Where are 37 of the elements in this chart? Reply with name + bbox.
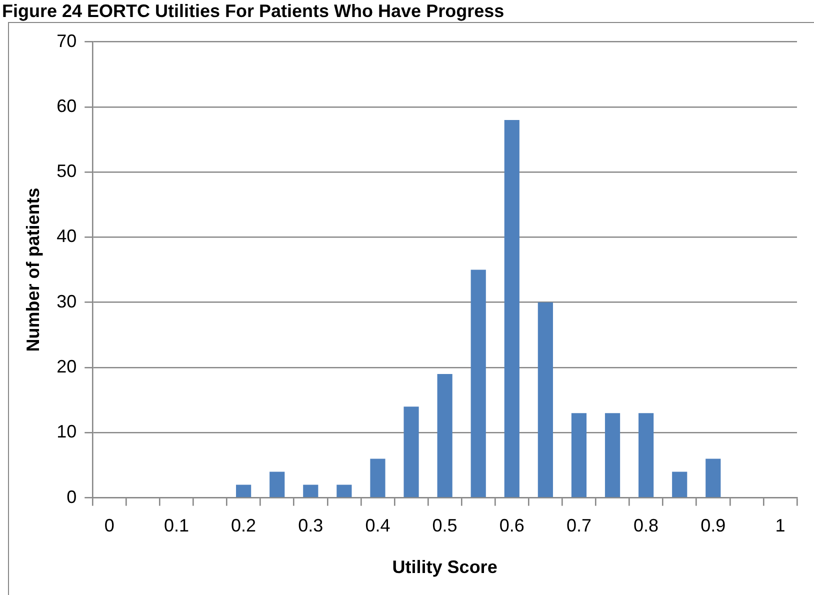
bar [404, 406, 419, 498]
x-tick-label: 0.2 [231, 516, 256, 536]
y-tick-label: 0 [66, 486, 77, 507]
y-tick-label: 40 [56, 226, 77, 246]
bar [638, 413, 654, 498]
y-tick-label: 60 [56, 96, 77, 116]
x-tick-label: 0.9 [700, 516, 726, 536]
x-tick-label: 0.1 [164, 516, 189, 536]
y-tick-label: 30 [56, 291, 77, 312]
x-tick-label: 0.3 [298, 516, 324, 536]
bar [236, 484, 252, 498]
x-tick-label: 1 [775, 516, 786, 536]
chart-title: Figure 24 EORTC Utilities For Patients Who Have Progress [1, 0, 506, 22]
x-tick-label: 0.5 [432, 516, 458, 536]
bar [706, 458, 721, 498]
bar [370, 458, 386, 498]
y-tick-label: 70 [56, 30, 77, 51]
bar [604, 413, 620, 498]
x-tick-label: 0.4 [365, 516, 390, 536]
y-tick-label: 20 [56, 356, 77, 376]
bar [303, 484, 318, 498]
x-tick-label: 0.8 [634, 516, 659, 536]
bar [672, 472, 688, 498]
y-tick-label: 10 [56, 422, 77, 442]
bar [336, 484, 352, 498]
x-tick-label: 0.7 [566, 516, 592, 536]
bar [504, 120, 520, 498]
bar [538, 302, 553, 498]
x-axis-title: Utility Score [392, 557, 498, 578]
bar [571, 413, 587, 498]
y-tick-label: 50 [56, 161, 77, 182]
bar [437, 374, 452, 498]
y-axis-title: Number of patients [22, 188, 43, 352]
bar [270, 472, 285, 498]
bar [470, 270, 486, 498]
x-tick-label: 0 [104, 516, 114, 536]
x-tick-label: 0.6 [499, 516, 524, 536]
